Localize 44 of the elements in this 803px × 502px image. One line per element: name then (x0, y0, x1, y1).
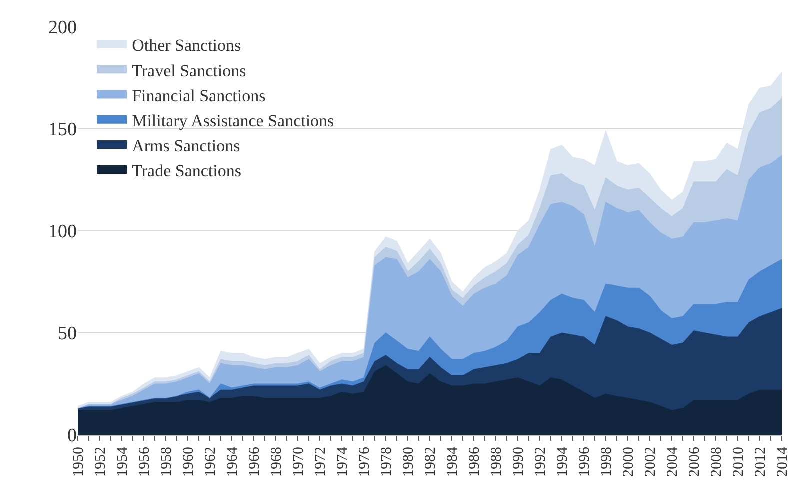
x-tick-label: 1970 (290, 447, 307, 477)
x-tick-label: 1976 (356, 446, 373, 477)
x-tick-label: 1950 (70, 447, 87, 477)
x-tick-label: 2004 (664, 446, 681, 477)
x-tick-label: 1982 (422, 447, 439, 477)
x-tick-label: 1952 (92, 447, 109, 477)
legend-label: Financial Sanctions (132, 86, 266, 106)
x-tick-label: 1954 (114, 446, 131, 477)
x-tick-label: 1966 (246, 446, 263, 477)
x-tick-label: 1960 (180, 447, 197, 477)
x-tick-label: 1992 (532, 447, 549, 477)
x-tick-label: 2014 (774, 446, 791, 477)
x-tick-label: 1990 (510, 447, 527, 477)
legend-label: Travel Sanctions (132, 61, 246, 80)
x-tick-label: 1994 (554, 446, 571, 477)
x-tick-label: 1962 (202, 447, 219, 477)
legend-label: Military Assistance Sanctions (132, 111, 334, 130)
x-tick-label: 1978 (378, 447, 395, 477)
x-tick-label: 2000 (620, 447, 637, 477)
x-tick-label: 1980 (400, 447, 417, 477)
x-tick-label: 2008 (708, 447, 725, 477)
x-tick-label: 2006 (686, 446, 703, 477)
x-tick-label: 1972 (312, 447, 329, 477)
x-tick-label: 1998 (598, 447, 615, 477)
x-tick-label: 1974 (334, 446, 351, 477)
x-tick-label: 2002 (642, 447, 659, 477)
x-tick-label: 1996 (576, 446, 593, 477)
legend-label: Arms Sanctions (132, 136, 240, 156)
y-tick-label: 150 (48, 120, 77, 141)
x-tick-label: 1968 (268, 447, 285, 477)
x-tick-label: 1956 (136, 446, 153, 477)
legend-label: Trade Sanctions (132, 162, 242, 181)
y-tick-label: 200 (48, 18, 77, 39)
y-tick-label: 100 (48, 222, 77, 243)
x-tick-label: 1964 (224, 446, 241, 477)
x-tick-label: 2012 (752, 447, 769, 477)
x-tick-label: 1984 (444, 446, 461, 477)
legend-label: Other Sanctions (132, 36, 242, 56)
x-tick-label: 1958 (158, 447, 175, 477)
y-tick-label: 50 (58, 324, 77, 345)
x-tick-label: 1988 (488, 447, 505, 477)
x-tick-label: 1986 (466, 446, 483, 477)
y-tick-label: 0 (68, 426, 77, 447)
x-tick-label: 2010 (730, 447, 747, 477)
